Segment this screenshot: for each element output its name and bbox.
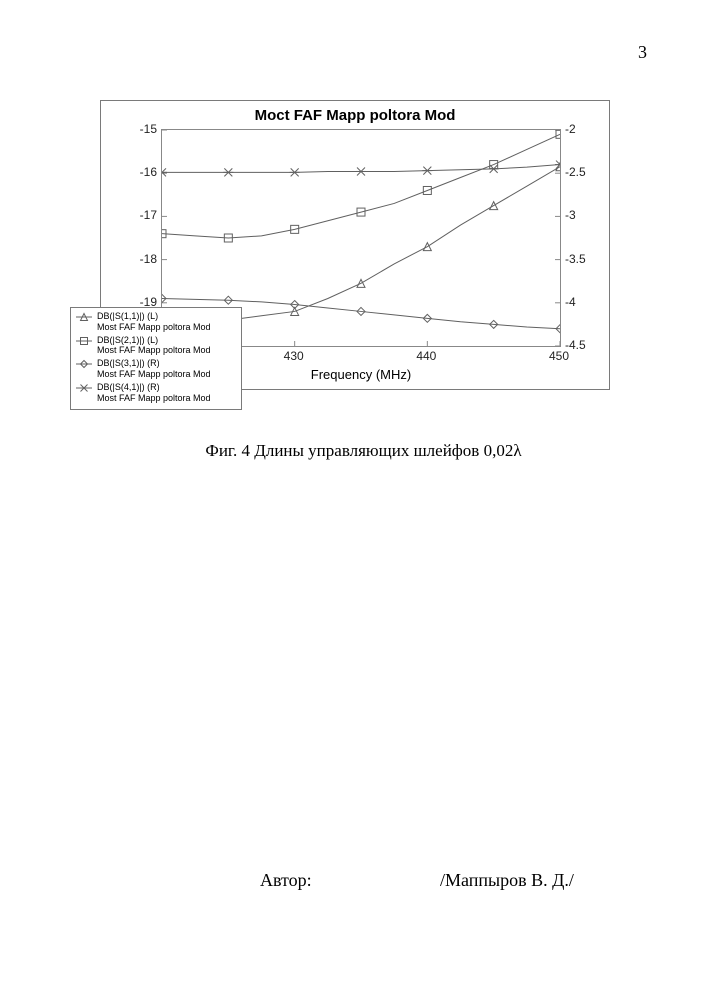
legend-marker-icon <box>75 358 93 376</box>
legend-marker-icon <box>75 311 93 329</box>
figure-caption: Фиг. 4 Длины управляющих шлейфов 0,02λ <box>70 441 657 461</box>
legend: DB(|S(1,1)|) (L)Most FAF Mapp poltora Mo… <box>70 307 242 410</box>
x-tick: 440 <box>406 349 446 363</box>
legend-item: DB(|S(2,1)|) (L)Most FAF Mapp poltora Mo… <box>75 335 237 357</box>
legend-text: DB(|S(4,1)|) (R)Most FAF Mapp poltora Mo… <box>97 382 237 404</box>
legend-marker-icon <box>75 382 93 400</box>
y-left-tick: -17 <box>107 208 157 222</box>
y-right-tick: -2 <box>565 122 605 136</box>
legend-item: DB(|S(1,1)|) (L)Most FAF Mapp poltora Mo… <box>75 311 237 333</box>
legend-text: DB(|S(3,1)|) (R)Most FAF Mapp poltora Mo… <box>97 358 237 380</box>
legend-item: DB(|S(3,1)|) (R)Most FAF Mapp poltora Mo… <box>75 358 237 380</box>
legend-text: DB(|S(1,1)|) (L)Most FAF Mapp poltora Mo… <box>97 311 237 333</box>
author-label: Автор: <box>260 870 312 891</box>
y-right-tick: -3.5 <box>565 252 605 266</box>
chart-title: Moct FAF Mapp poltora Mod <box>101 107 609 124</box>
chart-container: Moct FAF Mapp poltora Mod -15-16-17-18-1… <box>70 100 610 415</box>
page: 3 Moct FAF Mapp poltora Mod -15 -16 -17 -18… <box>0 0 707 1000</box>
y-left-tick: -18 <box>107 252 157 266</box>
legend-text: DB(|S(2,1)|) (L)Most FAF Mapp poltora Mo… <box>97 335 237 357</box>
legend-marker-icon <box>75 335 93 353</box>
legend-item: DB(|S(4,1)|) (R)Most FAF Mapp poltora Mo… <box>75 382 237 404</box>
x-tick: 430 <box>274 349 314 363</box>
y-right-tick: -3 <box>565 208 605 222</box>
y-right-tick: -4 <box>565 295 605 309</box>
y-right-tick: -2.5 <box>565 165 605 179</box>
y-left-tick: -15 <box>107 122 157 136</box>
author-name: /Маппыров В. Д./ <box>440 870 574 891</box>
x-tick: 450 <box>539 349 579 363</box>
page-number: 3 <box>638 42 647 63</box>
y-left-tick: -16 <box>107 165 157 179</box>
